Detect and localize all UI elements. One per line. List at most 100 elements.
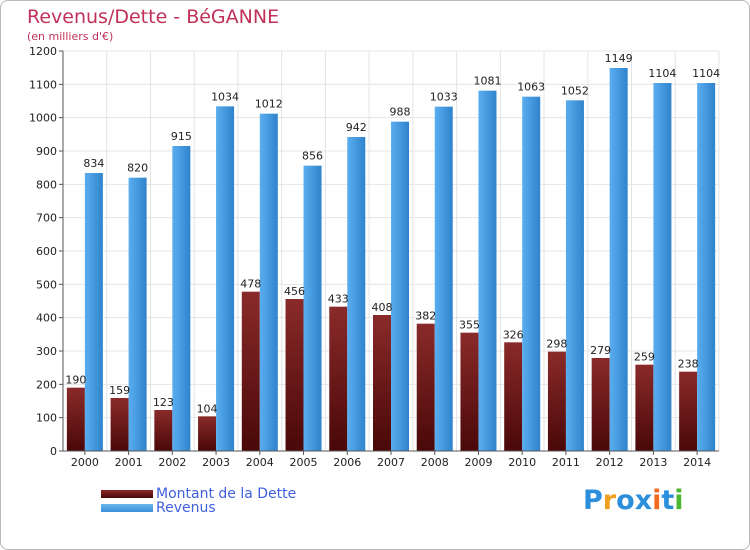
bar-revenue-2012 [609,68,628,451]
logo-letter: r [602,485,617,516]
logo-letter: i [652,485,662,516]
data-label-debt-2002: 123 [153,396,174,409]
y-tick-label: 400 [36,312,57,325]
data-label-debt-2013: 259 [634,351,655,364]
y-tick-label: 800 [36,178,57,191]
bar-revenue-2001 [128,177,147,451]
data-label-debt-2010: 326 [503,328,524,341]
logo-letter: t [661,485,675,516]
bars [66,68,716,452]
x-tick-label-2013: 2013 [639,456,667,469]
bar-revenue-2008 [434,106,453,452]
legend-label-revenue: Revenus [156,500,216,516]
chart-title: Revenus/Dette - BéGANNE [27,6,280,28]
bar-revenue-2000 [84,173,103,451]
bar-debt-2006 [329,306,348,451]
legend-swatch-debt [101,490,153,498]
bar-debt-2001 [110,398,129,451]
data-label-debt-2001: 159 [109,384,130,397]
data-label-revenue-2008: 1033 [430,91,458,104]
x-tick-label-2008: 2008 [421,456,449,469]
x-tick-label-2006: 2006 [333,456,361,469]
x-tick-label-2004: 2004 [246,456,274,469]
axes: 0 100 200 300 400 500 600 700 800 900 1000 1100 1200… [29,45,719,469]
bar-debt-2004 [241,291,260,451]
x-tick-label-2003: 2003 [202,456,230,469]
data-label-revenue-2006: 942 [346,121,367,134]
bar-revenue-2014 [697,83,716,451]
x-tick-label-2005: 2005 [290,456,318,469]
data-label-revenue-2002: 915 [171,130,192,143]
bar-debt-2009 [460,332,479,451]
x-tick-label-2011: 2011 [552,456,580,469]
bar-revenue-2006 [347,137,366,451]
data-label-debt-2003: 104 [197,402,218,415]
y-tick-label: 1000 [29,112,57,125]
x-tick-label-2001: 2001 [115,456,143,469]
y-tick-label: 300 [36,345,57,358]
bar-debt-2007 [373,315,391,451]
data-label-debt-2012: 279 [590,344,611,357]
bar-debt-2014 [679,371,698,451]
chart-subtitle: (en milliers d'€) [27,30,114,43]
y-tick-label: 1200 [29,45,57,58]
data-label-revenue-2003: 1034 [211,90,239,103]
data-label-debt-2014: 238 [678,358,699,371]
logo-letter: P [583,485,603,516]
x-tick-label-2007: 2007 [377,456,405,469]
x-tick-label-2010: 2010 [508,456,536,469]
bar-debt-2002 [154,410,173,451]
data-label-debt-2009: 355 [459,319,480,332]
proxiti-logo: Proxiti [583,485,684,516]
data-label-debt-2008: 382 [415,310,436,323]
y-tick-label: 200 [36,378,57,391]
data-label-revenue-2009: 1081 [473,75,501,88]
x-tick-label-2014: 2014 [683,456,711,469]
data-label-revenue-2014: 1104 [692,67,720,80]
bar-revenue-2011 [565,100,584,451]
logo-letter: x [634,485,653,516]
bar-debt-2008 [416,323,435,451]
bar-revenue-2002 [172,146,191,451]
data-label-debt-2006: 433 [328,293,349,306]
legend: Montant de la Dette Revenus [101,486,297,516]
bar-debt-2012 [591,358,610,451]
x-tick-label-2002: 2002 [158,456,186,469]
x-tick-label-2012: 2012 [596,456,624,469]
bar-debt-2011 [547,351,566,451]
bar-revenue-2009 [478,90,497,452]
data-label-debt-2011: 298 [546,338,567,351]
logo-letter: i [674,485,684,516]
data-label-revenue-2007: 988 [390,106,411,119]
bar-revenue-2007 [391,121,409,452]
data-label-revenue-2001: 820 [127,162,148,175]
data-label-revenue-2010: 1063 [517,81,545,94]
y-tick-label: 900 [36,145,57,158]
data-label-revenue-2013: 1104 [648,67,676,80]
data-label-revenue-2000: 834 [83,157,104,170]
data-labels: 190 834 159 820 123 915 104 1034 478 1012 456 856 43… [65,52,720,415]
y-tick-label: 0 [50,445,57,458]
legend-item-debt: Montant de la Dette [101,486,297,502]
x-tick-label-2000: 2000 [71,456,99,469]
data-label-revenue-2005: 856 [302,150,323,163]
bar-debt-2013 [635,364,654,451]
y-tick-label: 700 [36,212,57,225]
data-label-revenue-2011: 1052 [561,84,589,97]
y-tick-label: 1100 [29,78,57,91]
legend-label-debt: Montant de la Dette [156,486,297,502]
bar-debt-2003 [198,416,217,451]
bar-revenue-2010 [522,96,541,452]
bar-revenue-2005 [303,165,322,451]
y-tick-label: 500 [36,278,57,291]
bar-debt-2000 [66,387,85,451]
data-label-debt-2005: 456 [284,285,305,298]
bar-debt-2005 [285,299,304,451]
y-tick-label: 600 [36,245,57,258]
data-label-revenue-2012: 1149 [605,52,633,65]
logo-letter: o [616,485,635,516]
bar-revenue-2013 [653,83,672,451]
bar-revenue-2003 [216,106,235,451]
